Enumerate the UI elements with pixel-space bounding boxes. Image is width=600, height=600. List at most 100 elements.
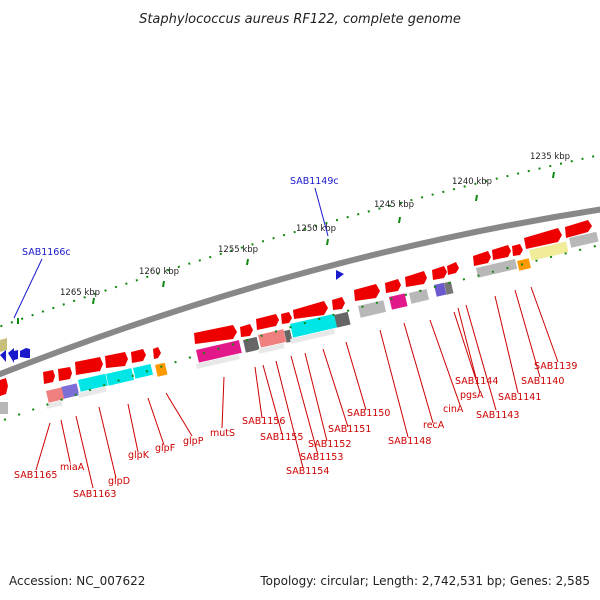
gene-label-sab1144[interactable]: SAB1144 <box>455 376 498 387</box>
leader-sab1144 <box>457 307 477 379</box>
leader-sab1153 <box>290 355 319 456</box>
gene-arrow-reverse[interactable] <box>20 348 30 358</box>
annotation-box <box>529 241 569 261</box>
leader-glpD <box>98 406 117 479</box>
annotation-box <box>476 259 518 278</box>
leader-sab1154 <box>275 360 304 469</box>
leader-recA <box>403 322 434 424</box>
forward-genes <box>43 220 592 384</box>
gene-arrow[interactable] <box>565 220 592 238</box>
annotation-box <box>196 354 240 369</box>
major-tick <box>475 194 478 202</box>
gene-label-sab1156[interactable]: SAB1156 <box>242 416 285 427</box>
gene-arrow[interactable] <box>385 279 401 293</box>
gene-label-sab1153[interactable]: SAB1153 <box>300 452 343 463</box>
gene-arrow-reverse[interactable] <box>8 348 18 363</box>
annotation-box <box>0 402 8 414</box>
gene-label-sab1150[interactable]: SAB1150 <box>347 408 390 419</box>
gene-arrow[interactable] <box>131 349 146 363</box>
gene-label-mutS[interactable]: mutS <box>210 428 235 439</box>
gene-arrow[interactable] <box>281 312 292 324</box>
gene-arrow[interactable] <box>256 314 279 330</box>
annotation-box <box>258 329 287 348</box>
gene-label-sab1151[interactable]: SAB1151 <box>328 424 371 435</box>
gene-arrow[interactable] <box>194 325 237 344</box>
gene-label-glpP[interactable]: glpP <box>183 436 204 447</box>
gene-arrow[interactable] <box>58 367 72 381</box>
leader-sab1152 <box>304 352 328 442</box>
leader-sab1151 <box>322 348 349 428</box>
kbp-label-1265: 1265 kbp <box>60 288 100 298</box>
leader-sab1163 <box>75 415 94 489</box>
annotation-track-1 <box>46 231 599 403</box>
gene-label-sab1155[interactable]: SAB1155 <box>260 432 303 443</box>
kbp-label-1255: 1255 kbp <box>218 245 258 255</box>
gene-label-sab1143[interactable]: SAB1143 <box>476 410 519 421</box>
major-tick <box>398 216 401 224</box>
gene-label-sab1140[interactable]: SAB1140 <box>521 376 564 387</box>
annotation-box <box>78 386 107 398</box>
gene-arrow[interactable] <box>354 284 380 301</box>
leader-sab1140 <box>514 289 541 378</box>
kbp-label-1260: 1260 kbp <box>139 267 179 277</box>
annotation-box <box>434 282 447 297</box>
gene-label-sab1154[interactable]: SAB1154 <box>286 466 329 477</box>
leader-sab1139 <box>530 286 559 363</box>
gene-arrow[interactable] <box>240 324 253 337</box>
gene-arrow[interactable] <box>432 266 447 280</box>
highlight-label-sab1149c[interactable]: SAB1149c <box>290 176 339 187</box>
gene-arrow[interactable] <box>492 245 511 260</box>
gene-label-glpF[interactable]: glpF <box>155 443 175 454</box>
annotation-track-2 <box>0 328 335 414</box>
gene-arrow[interactable] <box>447 262 459 275</box>
gene-label-sab1165[interactable]: SAB1165 <box>14 470 57 481</box>
gene-arrow[interactable] <box>43 370 55 384</box>
highlight-leader-sab1149c <box>314 187 329 237</box>
highlight-label-sab1166c[interactable]: SAB1166c <box>22 247 71 258</box>
gene-arrow[interactable] <box>405 271 427 287</box>
gene-label-cinA[interactable]: cinA <box>443 404 464 415</box>
gene-label-miaA[interactable]: miaA <box>60 462 85 473</box>
genome-backbone <box>0 206 600 378</box>
annotation-box <box>106 368 135 386</box>
gene-arrow[interactable] <box>473 251 491 266</box>
gene-arrow[interactable] <box>105 352 128 368</box>
annotation-box <box>45 400 63 409</box>
gene-label-glpD[interactable]: glpD <box>108 476 130 487</box>
gene-arrow[interactable] <box>524 228 562 249</box>
leader-pgsA <box>453 311 481 393</box>
annotation-box <box>258 343 285 354</box>
gene-label-sab1163[interactable]: SAB1163 <box>73 489 116 500</box>
leader-sab1141 <box>494 295 519 394</box>
gene-arrow-edge[interactable] <box>0 338 7 352</box>
annotation-box <box>569 231 599 248</box>
annotation-box <box>243 336 260 353</box>
major-tick <box>92 297 95 305</box>
annotation-box <box>516 258 531 271</box>
reverse-genes-blue <box>0 348 30 363</box>
gene-arrow[interactable] <box>332 297 345 310</box>
gene-label-sab1152[interactable]: SAB1152 <box>308 439 351 450</box>
annotation-box <box>133 363 154 379</box>
kbp-label-1250: 1250 kbp <box>296 224 336 234</box>
annotation-box <box>155 362 168 377</box>
genome-summary-text: Topology: circular; Length: 2,742,531 bp… <box>259 574 590 588</box>
gene-label-sab1148[interactable]: SAB1148 <box>388 436 431 447</box>
gene-label-pgsA[interactable]: pgsA <box>460 390 484 401</box>
gene-label-sab1139[interactable]: SAB1139 <box>534 361 577 372</box>
gene-arrow[interactable] <box>512 244 523 256</box>
leader-sab1156 <box>254 366 263 419</box>
leader-miaA <box>60 419 71 463</box>
map-title: Staphylococcus aureus RF122, complete ge… <box>139 12 461 27</box>
leader-sab1148 <box>379 329 409 438</box>
gene-arrow-edge[interactable] <box>0 378 8 396</box>
gene-label-sab1141[interactable]: SAB1141 <box>498 392 541 403</box>
gene-arrow[interactable] <box>75 357 103 375</box>
gene-arrow[interactable] <box>293 301 328 319</box>
gene-label-recA[interactable]: recA <box>423 420 445 431</box>
kbp-label-1245: 1245 kbp <box>374 200 414 210</box>
gene-label-glpK[interactable]: glpK <box>128 450 150 461</box>
gene-arrow[interactable] <box>153 347 161 359</box>
gene-arrow-reverse[interactable] <box>0 350 6 362</box>
annotation-box <box>389 293 408 310</box>
